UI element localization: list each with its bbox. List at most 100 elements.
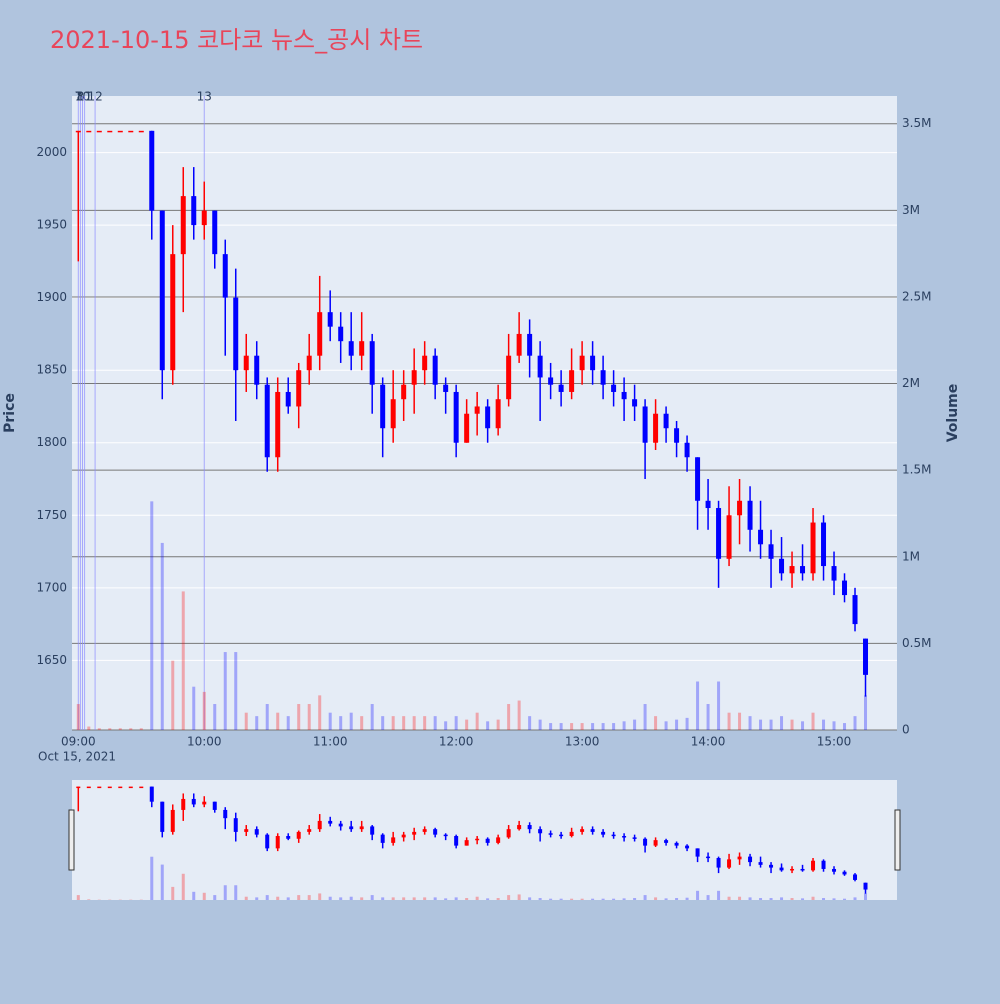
volume-bar <box>602 899 605 900</box>
volume-bar <box>276 713 279 730</box>
volume-bar <box>150 857 153 900</box>
range-slider[interactable] <box>72 780 897 900</box>
y2-tick-label: 3M <box>902 203 920 217</box>
volume-bar <box>381 716 384 730</box>
volume-bar <box>171 661 174 730</box>
y-axis-title: Price <box>2 393 18 433</box>
chart-title: 2021-10-15 코다코 뉴스_공시 차트 <box>50 26 423 54</box>
volume-bar <box>833 721 836 730</box>
volume-bar <box>444 721 447 730</box>
candle-body <box>412 832 416 835</box>
volume-bar <box>318 695 321 730</box>
candle-body <box>811 523 816 574</box>
x-tick-label: 14:00 <box>691 735 726 749</box>
candle-body <box>559 385 564 392</box>
volume-bar <box>297 704 300 730</box>
candle-body <box>822 861 826 869</box>
candle-body <box>286 392 291 407</box>
slider-handle[interactable] <box>895 810 900 870</box>
candle-body <box>853 874 857 879</box>
volume-bar <box>728 897 731 900</box>
candle-body <box>853 595 858 624</box>
candle-body <box>433 829 437 834</box>
candle-body <box>160 802 164 832</box>
candle-body <box>601 832 605 835</box>
candle-body <box>359 341 364 356</box>
volume-bar <box>780 897 783 900</box>
volume-bar <box>654 716 657 730</box>
candle-body <box>580 829 584 832</box>
y2-tick-label: 0.5M <box>902 636 931 650</box>
volume-bar <box>465 720 468 730</box>
candle-body <box>475 406 480 413</box>
candle-body <box>370 341 375 385</box>
candle-body <box>464 414 469 443</box>
volume-bar <box>245 897 248 900</box>
candle-body <box>391 399 396 428</box>
candle-body <box>622 392 627 399</box>
candle-body <box>727 515 732 559</box>
candle-body <box>444 835 448 837</box>
candle-body <box>233 298 238 371</box>
y-tick-label: 1800 <box>36 435 67 449</box>
y-tick-label: 1650 <box>36 653 67 667</box>
volume-bar <box>759 898 762 900</box>
candle-body <box>486 839 490 843</box>
volume-bar <box>707 704 710 730</box>
volume-bar <box>507 704 510 730</box>
candle-body <box>612 835 616 837</box>
candle-body <box>643 406 648 442</box>
candle-body <box>643 839 647 846</box>
volume-bar <box>675 898 678 900</box>
volume-bar <box>570 899 573 900</box>
candle-body <box>317 312 322 356</box>
volume-bar <box>381 897 384 900</box>
volume-bar <box>161 865 164 900</box>
volume-bar <box>602 723 605 730</box>
candle-body <box>685 443 690 458</box>
volume-bar <box>434 716 437 730</box>
volume-bar <box>455 716 458 730</box>
candle-body <box>863 639 868 675</box>
volume-bar <box>87 899 90 900</box>
candle-body <box>443 385 448 392</box>
candle-body <box>538 356 543 378</box>
volume-bar <box>759 720 762 730</box>
volume-bar <box>213 895 216 900</box>
volume-bar <box>318 893 321 900</box>
volume-bar <box>738 713 741 730</box>
candle-body <box>160 211 165 371</box>
volume-bar <box>728 713 731 730</box>
volume-bar <box>308 704 311 730</box>
volume-bar <box>749 897 752 900</box>
x-tick-label: 12:00 <box>439 735 474 749</box>
candle-body <box>664 840 668 843</box>
y-tick-label: 1700 <box>36 580 67 594</box>
candle-body <box>611 385 616 392</box>
candle-body <box>759 862 763 865</box>
candle-body <box>149 131 154 211</box>
volume-bar <box>171 887 174 900</box>
x-tick-label: 09:00 <box>61 735 96 749</box>
candle-body <box>97 787 101 789</box>
candle-body <box>86 131 91 133</box>
volume-bar <box>528 897 531 900</box>
candle-body <box>128 131 133 133</box>
volume-bar <box>833 898 836 900</box>
slider-handle[interactable] <box>69 810 74 870</box>
candle-body <box>360 826 364 829</box>
volume-bar <box>161 543 164 730</box>
volume-bar <box>623 721 626 730</box>
candle-body <box>685 846 689 849</box>
volume-bar <box>549 723 552 730</box>
volume-bar <box>203 893 206 900</box>
volume-bar <box>329 713 332 730</box>
candle-body <box>790 869 794 871</box>
volume-bar <box>497 720 500 730</box>
volume-bar <box>476 713 479 730</box>
candle-body <box>107 131 112 133</box>
volume-bar <box>843 723 846 730</box>
candle-body <box>748 501 753 530</box>
y-tick-label: 1900 <box>36 290 67 304</box>
volume-bar <box>549 899 552 900</box>
